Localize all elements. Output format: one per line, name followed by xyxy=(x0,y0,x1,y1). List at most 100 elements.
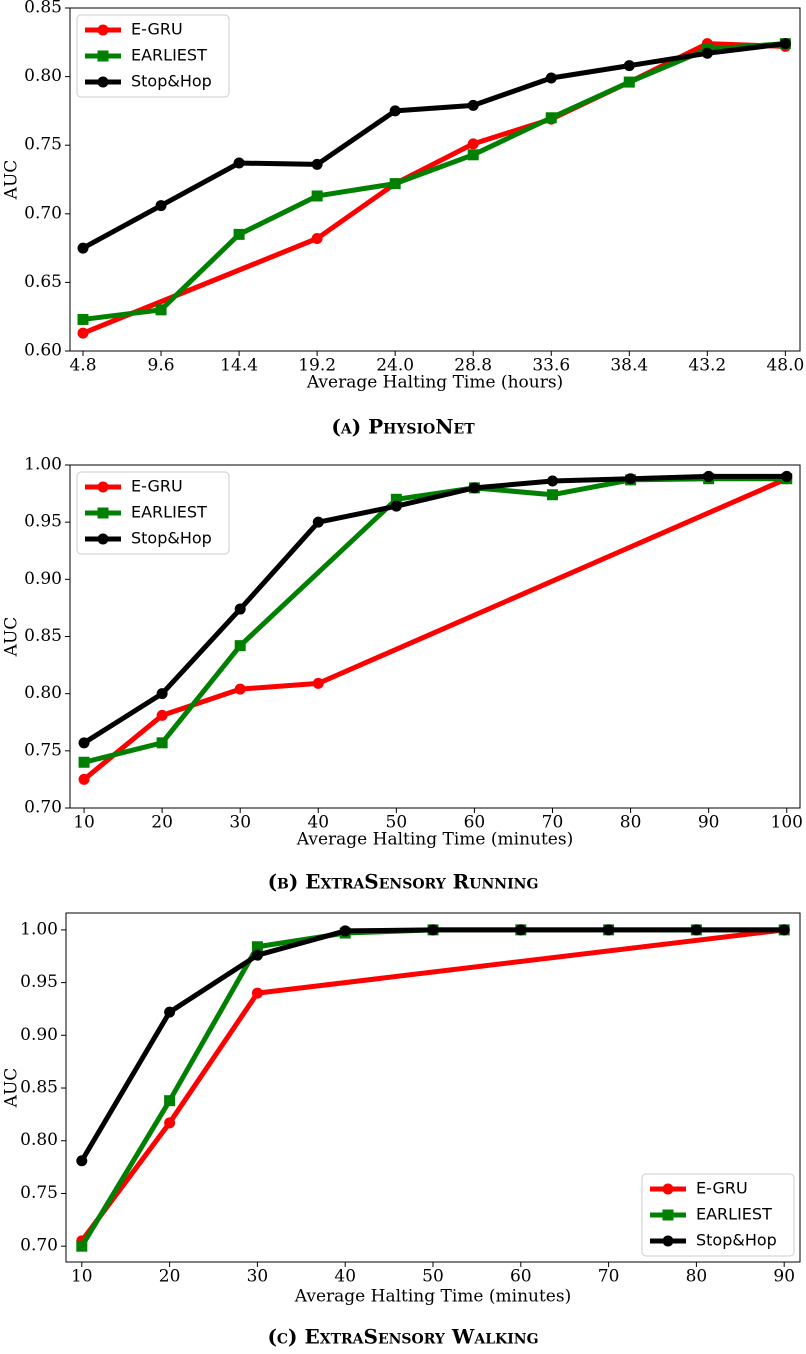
x-tick-label: 100 xyxy=(771,813,803,833)
legend-box xyxy=(641,1173,795,1257)
marker xyxy=(467,138,479,150)
legend-marker xyxy=(97,533,109,545)
legend-label: EARLIEST xyxy=(131,46,207,65)
marker xyxy=(251,987,263,999)
marker xyxy=(603,924,615,936)
x-tick-label: 14.4 xyxy=(220,356,258,376)
marker xyxy=(545,72,557,84)
y-axis-label: AUC xyxy=(2,160,22,201)
marker xyxy=(703,470,715,482)
x-tick-label: 10 xyxy=(71,1267,93,1287)
series-line xyxy=(81,41,786,251)
x-tick-label: 40 xyxy=(307,813,329,833)
y-tick-label: 0.70 xyxy=(24,798,62,818)
y-tick-label: 0.80 xyxy=(24,683,62,703)
marker xyxy=(156,688,168,700)
x-tick-label: 20 xyxy=(159,1267,181,1287)
marker xyxy=(233,157,245,169)
chart: 10 20 30 40 50 60 70 80 90 100 0.70 0.75 0.80 0.85 0.9… xyxy=(2,455,803,894)
x-tick-label: 70 xyxy=(598,1267,620,1287)
y-tick-label: 0.60 xyxy=(24,341,62,361)
legend-marker xyxy=(662,1209,674,1221)
x-tick-label: 50 xyxy=(422,1267,444,1287)
marker xyxy=(78,737,90,749)
marker xyxy=(311,232,323,244)
plot-frame xyxy=(65,912,801,1263)
x-tick-label: 90 xyxy=(773,1267,795,1287)
marker xyxy=(77,242,89,254)
legend-marker xyxy=(97,507,109,519)
marker xyxy=(312,516,324,528)
y-tick-label: 0.70 xyxy=(24,203,62,223)
x-tick-label: 48.0 xyxy=(766,356,804,376)
legend-box xyxy=(76,14,230,98)
y-tick-label: 0.75 xyxy=(24,740,62,760)
legend-label: Stop&Hop xyxy=(131,529,212,548)
chart: 10 20 30 40 50 60 70 80 90 0.70 0.75 0.80 0.85 0.90 0.… xyxy=(2,912,801,1349)
x-tick-label: 19.2 xyxy=(298,356,336,376)
marker xyxy=(778,924,790,936)
y-tick-label: 0.75 xyxy=(20,1183,58,1203)
y-tick-label: 0.80 xyxy=(20,1130,58,1150)
marker xyxy=(623,60,635,72)
series-line xyxy=(79,927,785,1243)
marker xyxy=(155,304,167,316)
legend-marker xyxy=(662,1235,674,1247)
x-axis-label: Average Halting Time (minutes) xyxy=(296,830,573,850)
marker xyxy=(234,640,246,652)
x-tick-label: 60 xyxy=(510,1267,532,1287)
y-tick-label: 0.95 xyxy=(24,512,62,532)
y-tick-label: 0.70 xyxy=(20,1236,58,1256)
legend-label: EARLIEST xyxy=(696,1205,772,1224)
marker xyxy=(515,924,527,936)
x-tick-label: 40 xyxy=(334,1267,356,1287)
plot-frame xyxy=(69,7,801,352)
marker xyxy=(77,327,89,339)
y-tick-label: 0.85 xyxy=(24,626,62,646)
x-tick-label: 30 xyxy=(229,813,251,833)
marker xyxy=(311,158,323,170)
marker xyxy=(389,178,401,190)
marker xyxy=(156,737,168,749)
legend-marker xyxy=(97,76,109,88)
caption: (a) PhysioNet xyxy=(331,415,475,439)
x-tick-label: 30 xyxy=(247,1267,269,1287)
marker xyxy=(427,924,439,936)
y-tick-label: 1.00 xyxy=(20,919,58,939)
plot-frame xyxy=(69,464,801,809)
caption: (c) ExtraSensory Walking xyxy=(267,1325,538,1349)
y-axis-label: AUC xyxy=(2,617,22,658)
marker xyxy=(390,500,402,512)
marker xyxy=(251,941,263,953)
x-tick-label: 9.6 xyxy=(148,356,175,376)
x-tick-label: 28.8 xyxy=(454,356,492,376)
marker xyxy=(312,677,324,689)
legend-box xyxy=(76,471,230,555)
marker xyxy=(164,1117,176,1129)
marker xyxy=(251,949,263,961)
x-tick-label: 20 xyxy=(151,813,173,833)
marker xyxy=(547,475,559,487)
y-tick-label: 0.80 xyxy=(24,66,62,86)
y-tick-label: 0.65 xyxy=(24,272,62,292)
series-line xyxy=(82,41,786,322)
marker xyxy=(623,76,635,88)
y-tick-label: 0.90 xyxy=(24,569,62,589)
legend-label: EARLIEST xyxy=(131,503,207,522)
marker xyxy=(76,1155,88,1167)
legend-marker xyxy=(97,50,109,62)
series-line xyxy=(82,41,786,336)
marker xyxy=(389,105,401,117)
y-tick-label: 0.75 xyxy=(24,135,62,155)
marker xyxy=(701,47,713,59)
x-tick-label: 43.2 xyxy=(688,356,726,376)
legend-marker xyxy=(97,481,109,493)
marker xyxy=(339,925,351,937)
marker xyxy=(690,924,702,936)
x-tick-label: 10 xyxy=(73,813,95,833)
marker xyxy=(545,112,557,124)
legend-label: E-GRU xyxy=(696,1179,748,1198)
x-tick-label: 50 xyxy=(386,813,408,833)
marker xyxy=(156,709,168,721)
